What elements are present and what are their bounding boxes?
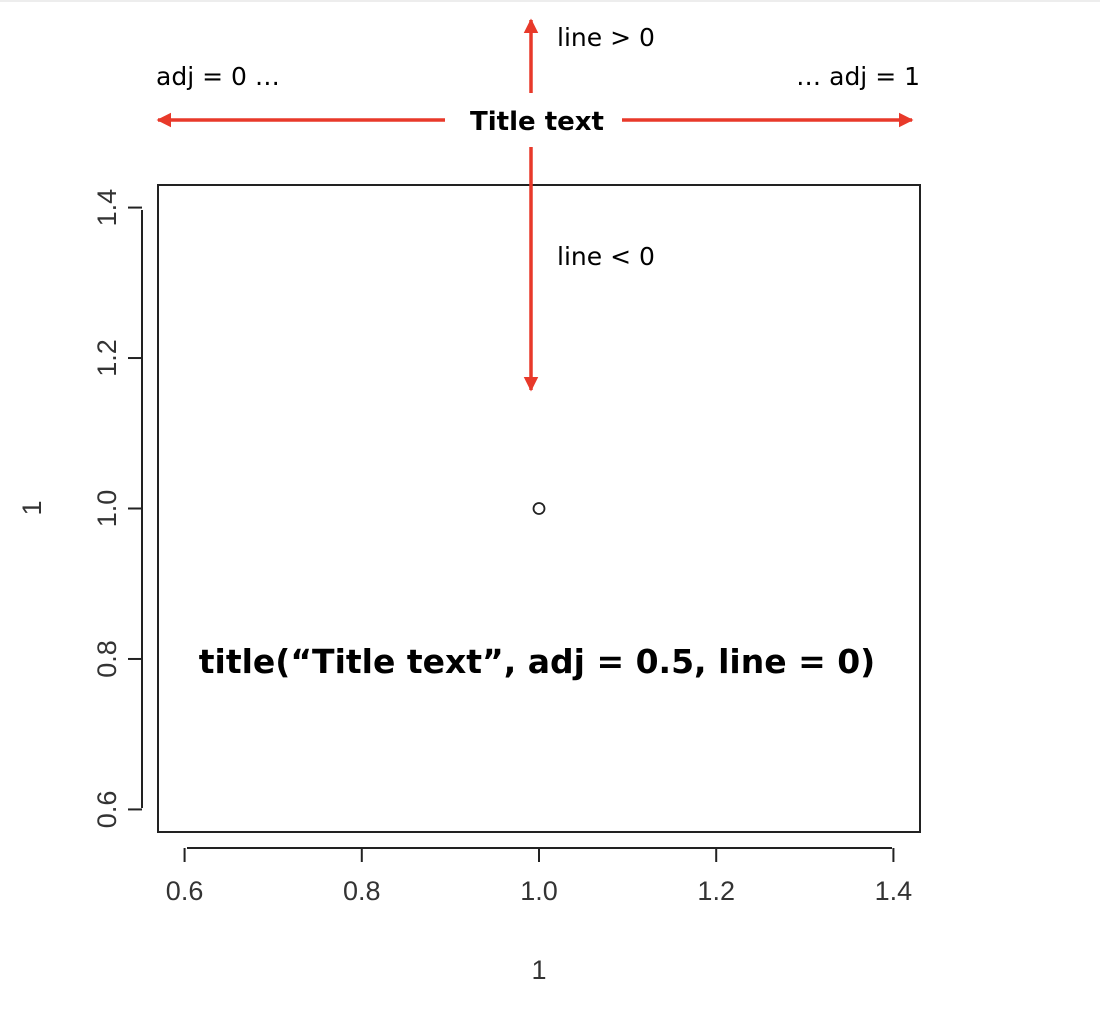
- plot-frame: [157, 184, 921, 833]
- data-points: [532, 502, 546, 515]
- y-ticks: 0.6 0.8 1.0 1.2 1.4: [92, 189, 142, 828]
- x-ticks: 0.6 0.8 1.0 1.2 1.4: [166, 848, 912, 906]
- y-tick-label: 1.4: [92, 189, 122, 227]
- y-tick-label: 1.0: [92, 490, 122, 528]
- x-tick-label: 1.0: [520, 876, 558, 906]
- y-tick-label: 0.6: [92, 791, 122, 829]
- data-point: [532, 502, 546, 515]
- annotation-line-positive: line > 0: [557, 23, 655, 52]
- top-border: [0, 0, 1100, 2]
- annotation-adj-zero: adj = 0 …: [156, 62, 280, 91]
- x-tick-label: 1.2: [697, 876, 735, 906]
- y-axis-title: 1: [17, 500, 47, 515]
- chart-title: Title text: [470, 107, 604, 137]
- y-tick-label: 1.2: [92, 339, 122, 377]
- y-tick-label: 0.8: [92, 640, 122, 678]
- x-axis-title: 1: [531, 955, 546, 985]
- x-tick-label: 0.8: [343, 876, 381, 906]
- annotation-line-negative: line < 0: [557, 242, 655, 271]
- annotation-adj-one: … adj = 1: [796, 62, 920, 91]
- x-tick-label: 1.4: [875, 876, 913, 906]
- code-annotation: title(“Title text”, adj = 0.5, line = 0): [199, 642, 876, 681]
- x-tick-label: 0.6: [166, 876, 204, 906]
